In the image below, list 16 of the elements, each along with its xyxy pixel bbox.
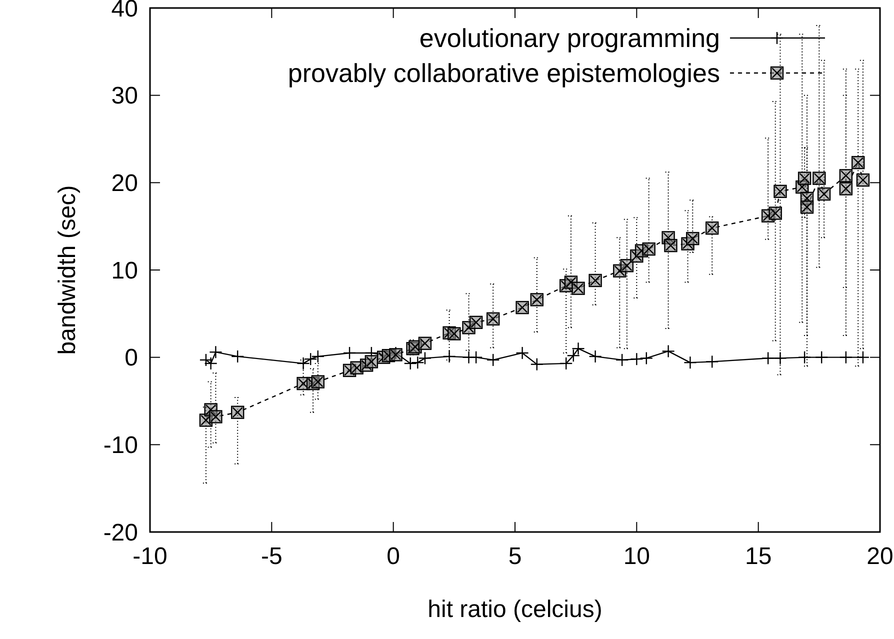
y-tick-label: 30 — [111, 82, 138, 110]
y-tick-label: 20 — [111, 170, 138, 198]
x-axis-title: hit ratio (celcius) — [428, 596, 602, 623]
y-tick-label: 0 — [124, 344, 138, 372]
x-tick-label: 0 — [386, 543, 400, 570]
x-tick-label: -5 — [260, 543, 282, 570]
y-tick-label: 10 — [111, 257, 138, 284]
x-tick-label: 10 — [623, 543, 650, 570]
y-tick-label: 40 — [111, 0, 138, 22]
x-tick-label: 20 — [866, 543, 894, 570]
legend-label: provably collaborative epistemologies — [288, 58, 720, 88]
x-tick-label: 15 — [744, 543, 772, 570]
y-tick-label: -10 — [103, 432, 138, 460]
y-axis-title: bandwidth (sec) — [54, 185, 81, 355]
legend-label: evolutionary programming — [419, 23, 720, 54]
x-tick-label: 5 — [508, 543, 522, 570]
